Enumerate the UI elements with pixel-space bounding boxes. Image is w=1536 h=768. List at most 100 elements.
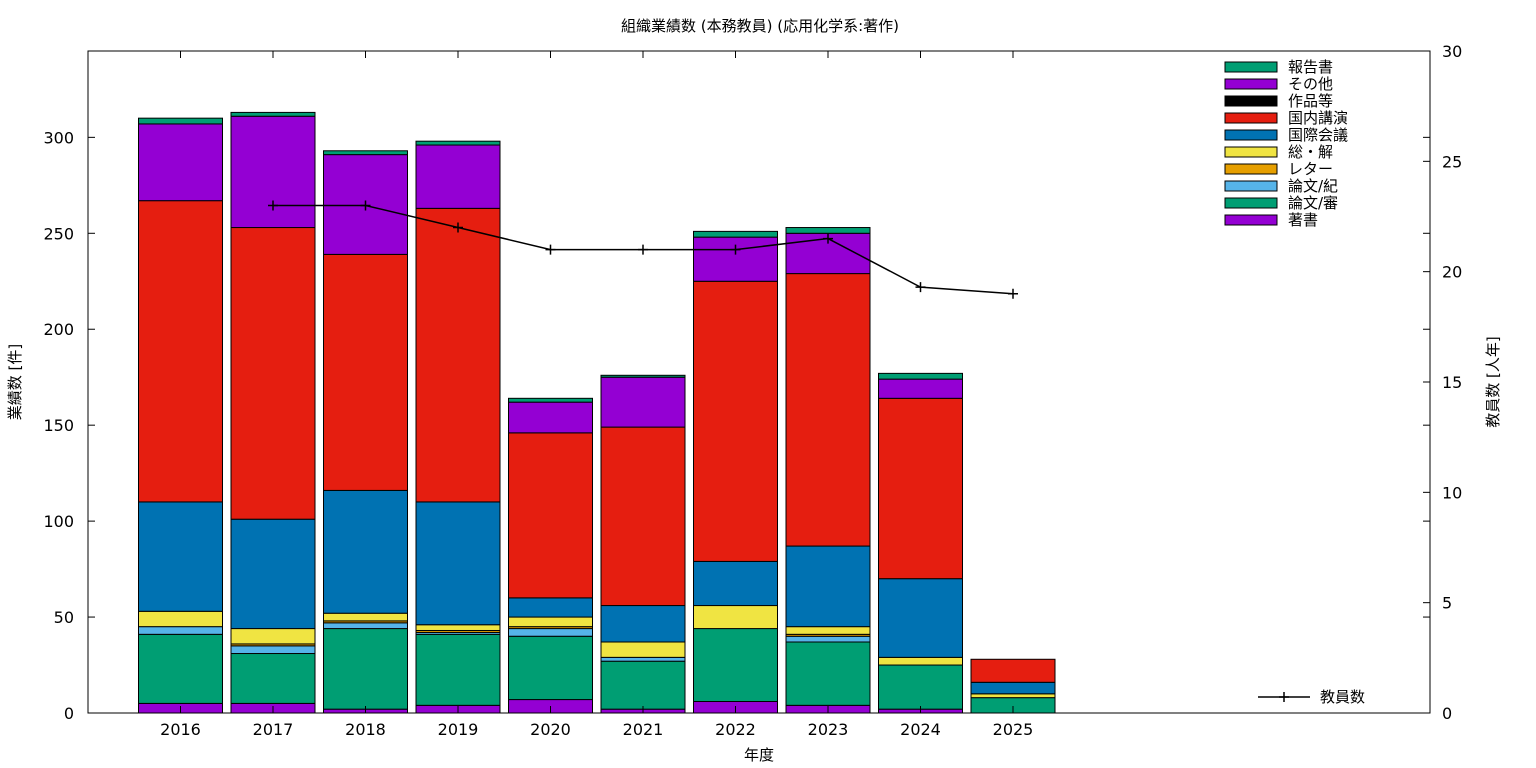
y2-tick-label-20: 20 (1442, 263, 1462, 282)
bar-segment-2020-5 (508, 597, 593, 618)
bar-segment-2016-5 (138, 501, 223, 612)
bar-segment-2023-2 (785, 635, 871, 643)
bar-segment-2023-5 (785, 545, 871, 628)
bar-segment-2024-1 (878, 664, 963, 710)
legend-swatch-国際会議 (1224, 129, 1278, 141)
bar-segment-2017-1 (230, 653, 316, 704)
legend-label-国際会議: 国際会議 (1288, 126, 1348, 144)
bar-segment-2024-9 (878, 372, 963, 380)
x-tick-label-2022: 2022 (715, 720, 756, 739)
y2-tick-label-15: 15 (1442, 373, 1462, 392)
bar-segment-2019-5 (415, 501, 501, 626)
legend-label-その他: その他 (1288, 75, 1333, 93)
line-point-2018 (360, 200, 371, 211)
y-tick-label-300: 300 (43, 128, 74, 147)
bar-segment-2025-6 (970, 658, 1056, 683)
y2-tick-label-30: 30 (1442, 42, 1462, 61)
bar-segment-2018-1 (323, 628, 408, 710)
bar-segment-2018-2 (323, 622, 408, 630)
bar-segment-2022-9 (693, 230, 778, 238)
line-point-2017 (268, 200, 278, 211)
legend-label-著書: 著書 (1288, 211, 1318, 229)
bar-segment-2017-4 (230, 628, 316, 645)
x-tick-label-2024: 2024 (900, 720, 941, 739)
bar-segment-2022-1 (693, 628, 778, 702)
legend-line-marker (1279, 692, 1289, 702)
bar-segment-2017-2 (230, 645, 316, 655)
bar-segment-2020-9 (508, 397, 593, 403)
line-point-2024 (915, 282, 926, 293)
bar-segment-2020-1 (508, 635, 593, 701)
bar-segment-2018-5 (323, 489, 408, 614)
bar-segment-2021-1 (600, 660, 686, 710)
bar-segment-2021-5 (600, 605, 686, 643)
bar-segment-2019-1 (415, 633, 501, 706)
x-tick-label-2019: 2019 (438, 720, 479, 739)
bar-segment-2019-8 (415, 144, 501, 209)
x-tick-label-2018: 2018 (345, 720, 386, 739)
bar-segment-2019-4 (415, 624, 501, 631)
bar-segment-2024-6 (878, 397, 963, 580)
line-point-2022 (730, 244, 741, 255)
y-tick-label-250: 250 (43, 224, 74, 243)
x-tick-label-2020: 2020 (530, 720, 571, 739)
line-point-2025 (1008, 288, 1018, 299)
legend-swatch-国内講演 (1224, 112, 1278, 124)
x-tick-label-2017: 2017 (253, 720, 294, 739)
legend-swatch-論文/審 (1224, 197, 1278, 209)
y-tick-label-150: 150 (43, 416, 74, 435)
legend-swatch-その他 (1224, 78, 1278, 90)
line-point-2020 (545, 244, 556, 255)
y2-axis-label: 教員数 [人年] (1484, 336, 1502, 427)
bar-segment-2021-4 (600, 641, 686, 658)
legend-label-教員数: 教員数 (1320, 688, 1365, 706)
legend-swatch-著書 (1224, 214, 1278, 226)
y-tick-label-100: 100 (43, 512, 74, 531)
legend-label-報告書: 報告書 (1288, 58, 1333, 76)
bar-segment-2021-2 (600, 656, 686, 662)
bar-segment-2016-1 (138, 633, 223, 704)
x-tick-label-2023: 2023 (808, 720, 849, 739)
bar-segment-2020-2 (508, 628, 593, 637)
bar-segment-2016-9 (138, 117, 223, 125)
line-layer (268, 200, 1018, 299)
y2-tick-label-25: 25 (1442, 152, 1462, 171)
bar-segment-2022-6 (693, 280, 778, 562)
x-tick-label-2021: 2021 (623, 720, 664, 739)
y-tick-label-200: 200 (43, 320, 74, 339)
bar-segment-2019-6 (415, 207, 501, 503)
bar-segment-2018-4 (323, 612, 408, 622)
legend-label-レター: レター (1288, 160, 1333, 178)
bar-segment-2022-4 (693, 605, 778, 630)
y-axis-label: 業績数 [件] (6, 344, 24, 420)
bars-layer (138, 111, 1056, 714)
legend-label-作品等: 作品等 (1288, 92, 1333, 110)
bar-segment-2021-9 (600, 374, 686, 378)
bar-segment-2025-4 (970, 693, 1056, 699)
bar-segment-2023-4 (785, 626, 871, 635)
bar-segment-2019-9 (415, 140, 501, 146)
bar-segment-2023-1 (785, 641, 871, 706)
legend-label-総・解: 総・解 (1288, 143, 1333, 161)
y2-tick-label-0: 0 (1442, 704, 1452, 723)
line-point-2023 (823, 233, 833, 244)
bar-segment-2016-4 (138, 610, 223, 628)
bar-segment-2020-8 (508, 401, 593, 434)
bar-segment-2024-4 (878, 656, 963, 666)
bar-segment-2017-5 (230, 518, 316, 630)
bar-segment-2023-6 (785, 273, 871, 547)
legend-swatch-レター (1224, 163, 1278, 175)
bar-segment-2016-2 (138, 626, 223, 635)
legend-swatch-論文/紀 (1224, 180, 1278, 192)
legend-label-論文/審: 論文/審 (1288, 194, 1338, 212)
legend-swatch-作品等 (1224, 95, 1278, 107)
legend-swatch-総・解 (1224, 146, 1278, 158)
bar-segment-2024-8 (878, 378, 963, 399)
bar-segment-2021-6 (600, 426, 686, 607)
y2-tick-label-10: 10 (1442, 483, 1462, 502)
bar-segment-2022-8 (693, 236, 778, 282)
line-point-2021 (638, 244, 648, 255)
bar-segment-2020-6 (508, 432, 593, 599)
y-tick-label-50: 50 (54, 608, 74, 627)
